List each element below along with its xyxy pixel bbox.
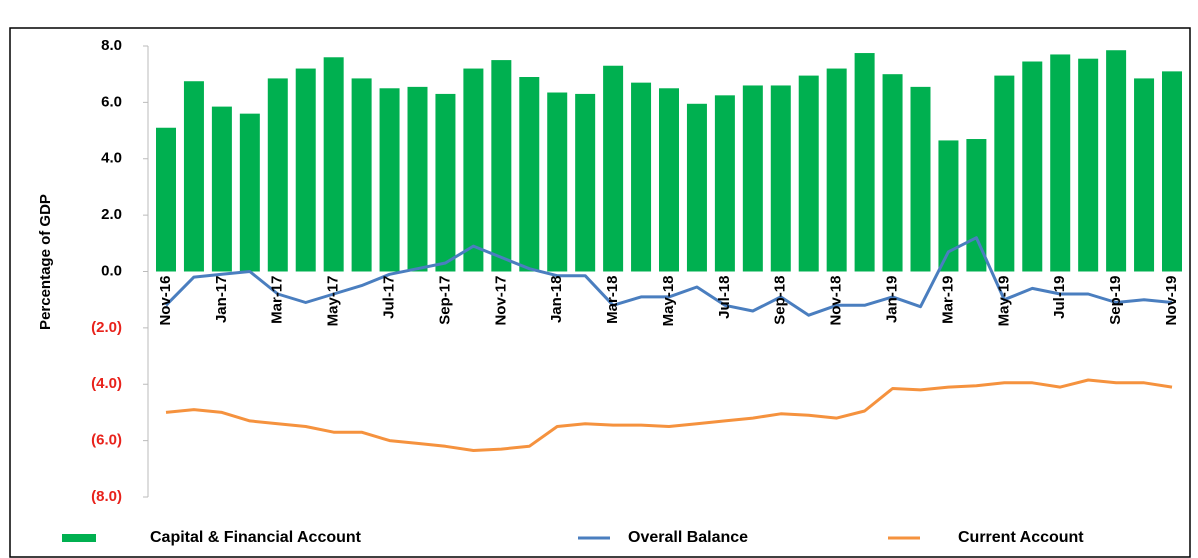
x-tick-label: Jan-18: [548, 276, 565, 324]
bar: [156, 127, 176, 272]
bar: [295, 68, 316, 272]
bar: [826, 68, 847, 272]
bar: [1078, 58, 1099, 272]
bar: [994, 75, 1015, 272]
bar: [686, 103, 707, 272]
x-tick-label: Mar-18: [604, 276, 621, 324]
chart-border: [9, 27, 1191, 558]
y-tick-label: 0.0: [101, 262, 122, 279]
bar: [519, 77, 540, 272]
line-series: [164, 236, 1173, 317]
x-tick-label: Nov-18: [828, 276, 845, 326]
x-tick-label: Sep-17: [436, 276, 453, 325]
bar: [267, 78, 288, 272]
bar: [407, 86, 428, 272]
x-tick-label: Sep-19: [1107, 276, 1124, 325]
bar: [631, 82, 652, 272]
bar: [183, 81, 204, 272]
x-tick-label: Jul-18: [716, 276, 733, 319]
bar: [211, 106, 232, 272]
y-tick-label: (6.0): [91, 432, 122, 449]
x-tick-label: Jul-19: [1051, 276, 1068, 319]
y-tick-label: (4.0): [91, 375, 122, 392]
y-tick-label: 4.0: [101, 150, 122, 167]
bar: [1134, 78, 1155, 272]
bar: [1050, 54, 1071, 272]
legend-label: Overall Balance: [628, 529, 748, 546]
line-series: [165, 378, 1173, 452]
bar: [603, 65, 624, 272]
y-axis-label: Percentage of GDP: [37, 194, 54, 330]
x-tick-label: Nov-19: [1163, 276, 1180, 326]
x-tick-label: May-17: [325, 276, 342, 327]
x-tick-label: Jul-17: [381, 276, 398, 319]
bar: [714, 95, 735, 272]
bar: [659, 88, 679, 272]
x-tick-label: May-18: [660, 276, 677, 327]
bar: [435, 93, 456, 272]
bar: [1022, 61, 1043, 272]
x-tick-label: Jan-17: [213, 276, 230, 324]
x-tick-label: Jan-19: [884, 276, 901, 324]
bar: [742, 85, 763, 272]
y-tick-label: (8.0): [91, 488, 122, 505]
bar: [491, 60, 512, 272]
bar: [575, 93, 596, 272]
x-tick-label: Nov-17: [492, 276, 509, 326]
x-tick-label: May-19: [995, 276, 1012, 327]
x-tick-label: Sep-18: [772, 276, 789, 325]
y-tick-label: (2.0): [91, 319, 122, 336]
x-tick-label: Mar-17: [269, 276, 286, 324]
legend-label: Current Account: [958, 529, 1084, 546]
y-tick-label: 8.0: [101, 37, 122, 54]
bar: [910, 86, 931, 272]
bar: [1162, 71, 1182, 272]
y-tick-label: 6.0: [101, 93, 122, 110]
x-tick-label: Nov-16: [157, 276, 174, 326]
bar: [379, 88, 400, 272]
legend-swatch: [62, 534, 96, 542]
legend-label: Capital & Financial Account: [150, 529, 362, 546]
y-tick-label: 2.0: [101, 206, 122, 223]
bar: [239, 113, 260, 272]
bar: [966, 139, 987, 272]
bar: [323, 57, 344, 272]
x-tick-label: Mar-19: [939, 276, 956, 324]
bar: [798, 75, 819, 272]
bar: [882, 74, 903, 272]
bar: [547, 92, 568, 272]
bar: [463, 68, 484, 272]
bar: [770, 85, 791, 272]
bar: [938, 140, 959, 272]
bar: [351, 78, 372, 272]
bar: [1106, 50, 1127, 272]
bar: [854, 53, 875, 272]
